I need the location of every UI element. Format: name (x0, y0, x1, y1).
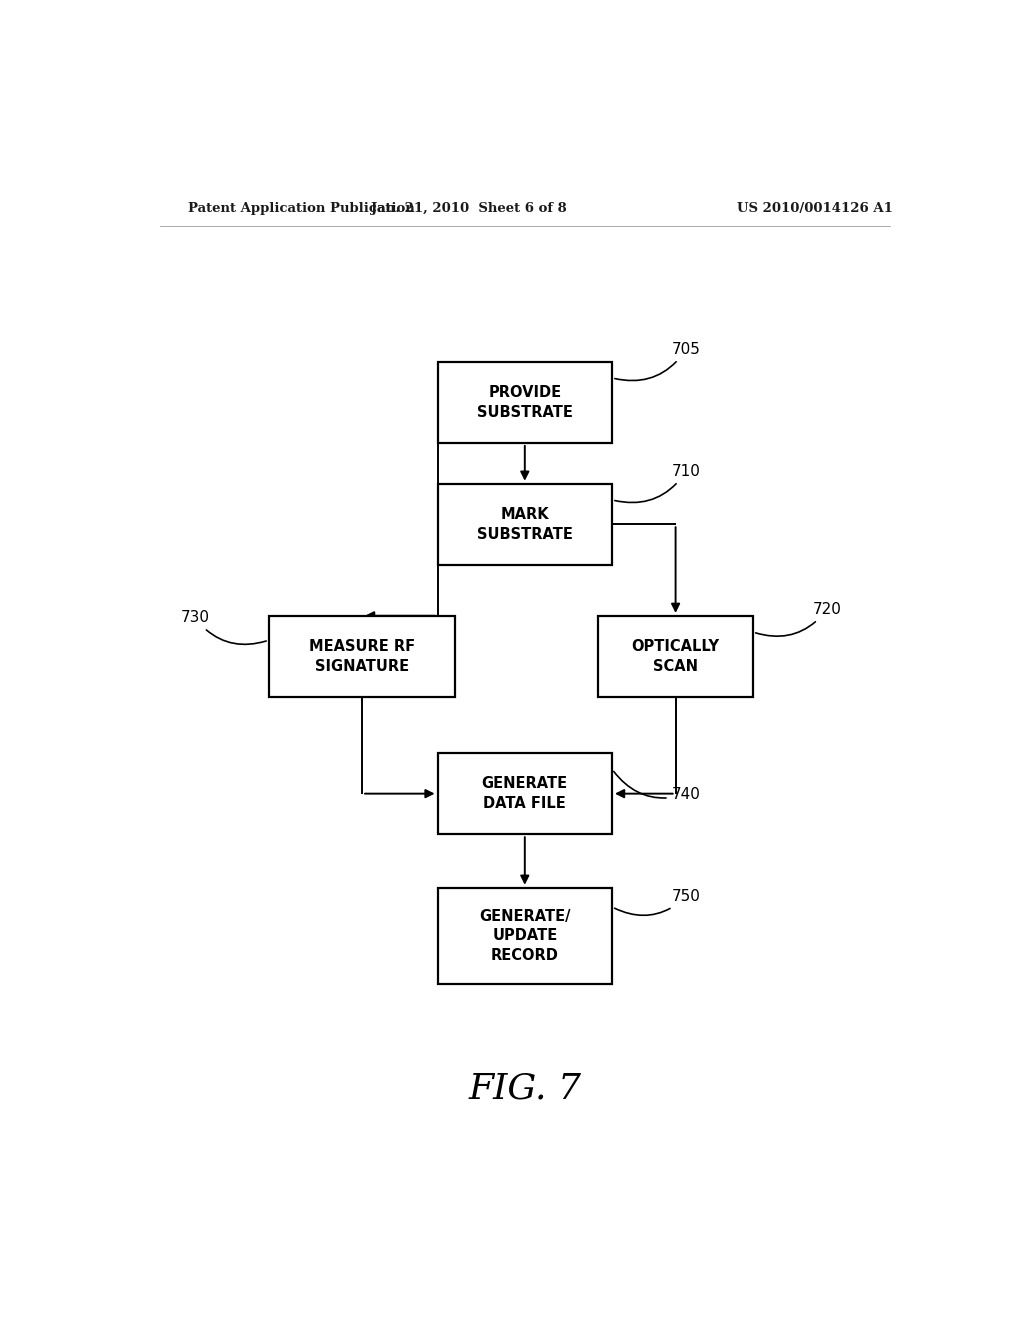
Text: FIG. 7: FIG. 7 (468, 1072, 582, 1105)
Text: 710: 710 (614, 463, 700, 503)
Text: OPTICALLY
SCAN: OPTICALLY SCAN (632, 639, 720, 673)
Text: Jan. 21, 2010  Sheet 6 of 8: Jan. 21, 2010 Sheet 6 of 8 (372, 202, 567, 215)
Text: MARK
SUBSTRATE: MARK SUBSTRATE (477, 507, 572, 541)
Bar (598, 615, 753, 697)
Bar (437, 362, 612, 444)
Text: GENERATE
DATA FILE: GENERATE DATA FILE (481, 776, 568, 810)
Text: 705: 705 (614, 342, 700, 380)
Bar (437, 887, 612, 985)
Bar (437, 752, 612, 834)
Text: PROVIDE
SUBSTRATE: PROVIDE SUBSTRATE (477, 385, 572, 420)
Text: GENERATE/
UPDATE
RECORD: GENERATE/ UPDATE RECORD (479, 908, 570, 964)
Text: 750: 750 (614, 890, 700, 915)
Text: Patent Application Publication: Patent Application Publication (187, 202, 415, 215)
Bar (269, 615, 456, 697)
Text: MEASURE RF
SIGNATURE: MEASURE RF SIGNATURE (309, 639, 415, 673)
Bar (437, 483, 612, 565)
Text: US 2010/0014126 A1: US 2010/0014126 A1 (736, 202, 892, 215)
Text: 730: 730 (180, 610, 266, 644)
Text: 720: 720 (756, 602, 842, 636)
Text: 740: 740 (613, 771, 700, 803)
